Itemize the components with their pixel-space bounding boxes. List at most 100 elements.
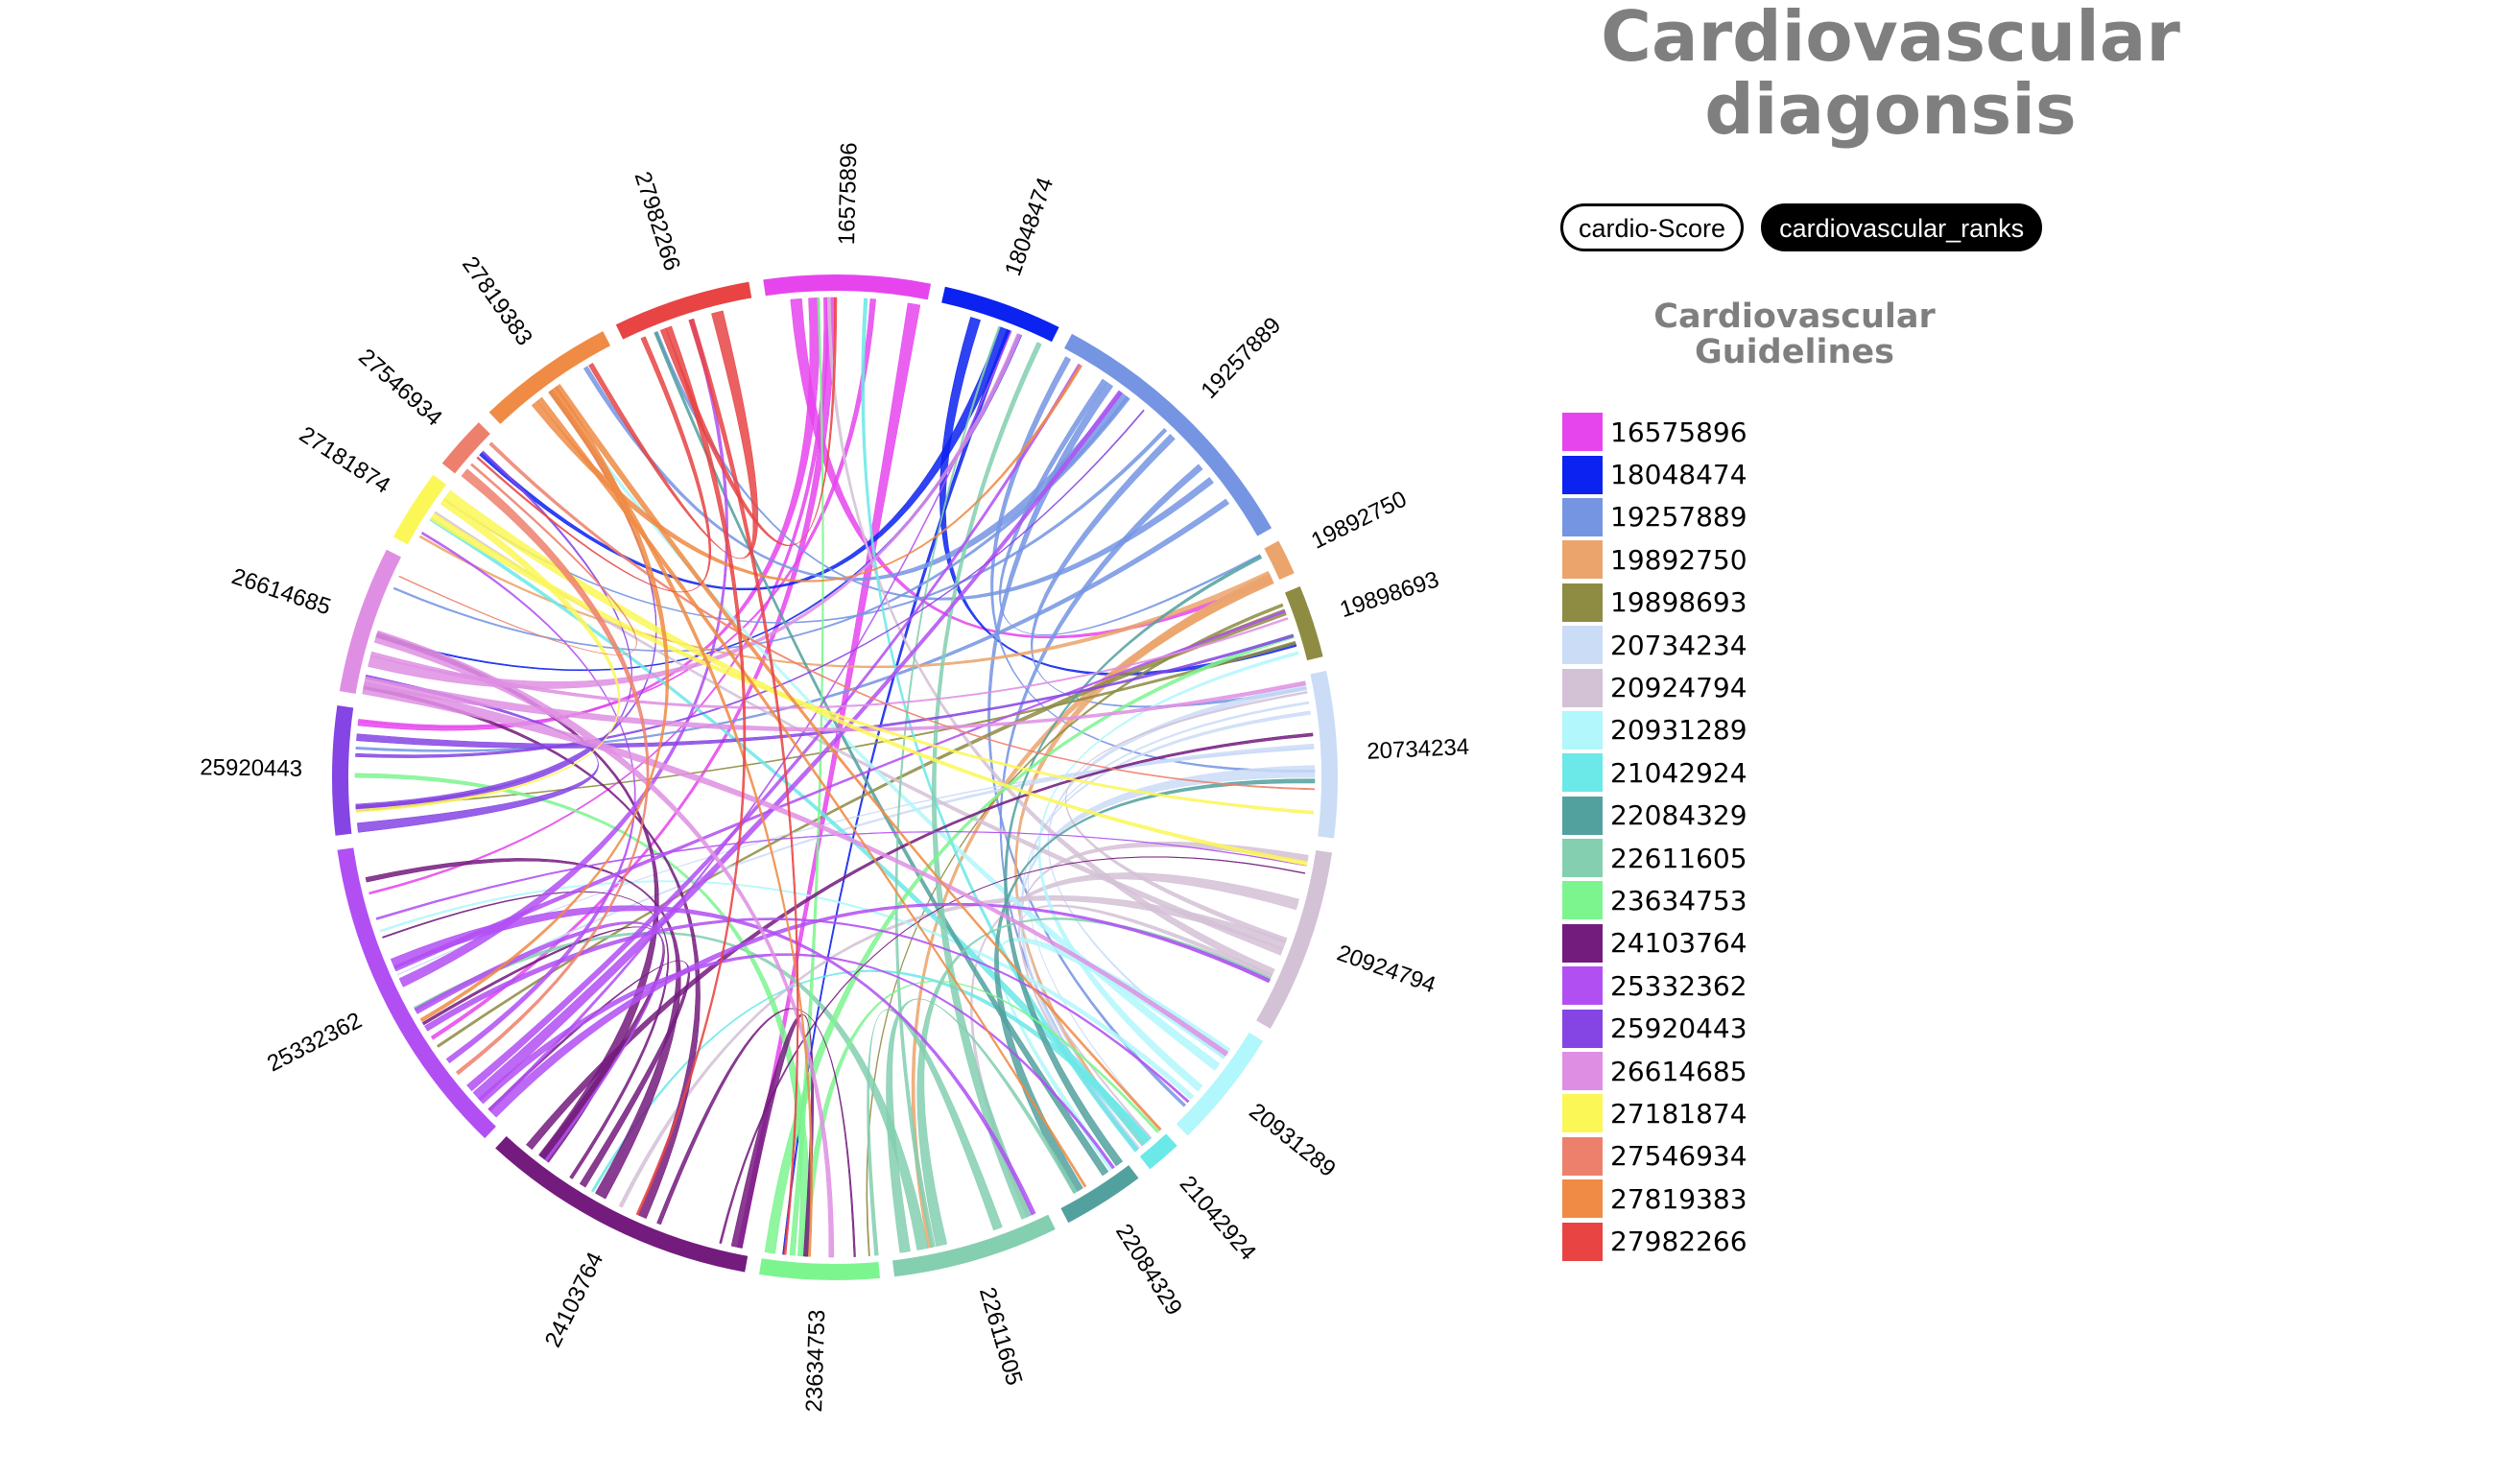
chord-ribbon bbox=[526, 732, 1314, 1151]
view-toggle-group: cardio-Score cardiovascular_ranks bbox=[1560, 203, 2043, 251]
legend-item-27819383[interactable]: 27819383 bbox=[1562, 1178, 1747, 1220]
chord-ribbon bbox=[382, 891, 670, 1179]
legend-swatch bbox=[1562, 540, 1603, 580]
group-arc-23634753[interactable] bbox=[756, 1255, 883, 1282]
chord-ribbon bbox=[466, 363, 1082, 1092]
group-arc-20931289[interactable] bbox=[1173, 1030, 1266, 1139]
legend-item-20924794[interactable]: 20924794 bbox=[1562, 666, 1747, 708]
legend-item-19257889[interactable]: 19257889 bbox=[1562, 496, 1747, 538]
legend-swatch bbox=[1562, 626, 1603, 665]
legend-item-22611605[interactable]: 22611605 bbox=[1562, 837, 1747, 879]
group-arc-24103764[interactable] bbox=[492, 1133, 750, 1274]
group-arc-20734234[interactable] bbox=[1308, 668, 1340, 841]
chord-ribbon bbox=[656, 1008, 856, 1257]
chord-ribbon bbox=[476, 336, 711, 593]
chord-ribbon bbox=[826, 297, 1275, 977]
group-label-18048474: 18048474 bbox=[1000, 175, 1058, 280]
legend-swatch bbox=[1562, 1009, 1603, 1048]
legend-item-26614685[interactable]: 26614685 bbox=[1562, 1050, 1747, 1092]
legend-label: 27982266 bbox=[1610, 1226, 1747, 1258]
group-label-20931289: 20931289 bbox=[1244, 1098, 1340, 1182]
legend-item-21042924[interactable]: 21042924 bbox=[1562, 751, 1747, 794]
group-arc-16575896[interactable] bbox=[761, 273, 934, 302]
legend-swatch bbox=[1562, 1222, 1603, 1261]
chord-ribbon bbox=[654, 331, 1109, 1177]
chord-ribbon bbox=[390, 905, 1036, 1216]
group-label-27819383: 27819383 bbox=[457, 251, 537, 350]
chord-ribbon bbox=[1037, 651, 1299, 1092]
chord-ribbon bbox=[418, 535, 1272, 669]
group-label-23634753: 23634753 bbox=[801, 1309, 830, 1413]
legend-label: 24103764 bbox=[1610, 927, 1747, 960]
legend-swatch bbox=[1562, 839, 1603, 878]
legend-item-27546934[interactable]: 27546934 bbox=[1562, 1135, 1747, 1178]
legend-item-23634753[interactable]: 23634753 bbox=[1562, 879, 1747, 921]
group-arc-21042924[interactable] bbox=[1136, 1131, 1180, 1173]
legend-label: 26614685 bbox=[1610, 1055, 1747, 1087]
legend-label: 16575896 bbox=[1610, 416, 1747, 448]
legend-item-18048474[interactable]: 18048474 bbox=[1562, 453, 1747, 495]
chord-ribbon bbox=[1065, 690, 1308, 943]
legend-item-25332362[interactable]: 25332362 bbox=[1562, 964, 1747, 1007]
legend-swatch bbox=[1562, 1052, 1603, 1091]
chord-ribbon bbox=[421, 926, 665, 1160]
legend-swatch bbox=[1562, 966, 1603, 1006]
group-label-21042924: 21042924 bbox=[1175, 1171, 1261, 1265]
group-arc-27982266[interactable] bbox=[613, 279, 754, 343]
cardiovascular-ranks-toggle[interactable]: cardiovascular_ranks bbox=[1761, 203, 2043, 251]
group-label-26614685: 26614685 bbox=[228, 563, 334, 620]
legend-item-19892750[interactable]: 19892750 bbox=[1562, 538, 1747, 581]
chord-ribbon bbox=[536, 396, 1087, 1188]
chord-ribbon bbox=[420, 531, 636, 1064]
legend-label: 22084329 bbox=[1610, 799, 1747, 832]
legend-title-line-2: Guidelines bbox=[1695, 333, 1894, 371]
group-arc-19892750[interactable] bbox=[1261, 537, 1297, 583]
legend-swatch bbox=[1562, 796, 1603, 835]
group-arc-25920443[interactable] bbox=[330, 702, 356, 839]
legend-item-24103764[interactable]: 24103764 bbox=[1562, 922, 1747, 964]
chord-ribbon bbox=[393, 609, 1286, 972]
group-arc-25332362[interactable] bbox=[335, 845, 499, 1141]
chord-ribbon bbox=[635, 325, 747, 1216]
chord-ribbon bbox=[1031, 433, 1307, 708]
group-arc-19898693[interactable] bbox=[1282, 583, 1326, 663]
chord-ribbon bbox=[987, 381, 1187, 1107]
legend-item-20734234[interactable]: 20734234 bbox=[1562, 624, 1747, 666]
legend-item-16575896[interactable]: 16575896 bbox=[1562, 411, 1747, 453]
legend-item-19898693[interactable]: 19898693 bbox=[1562, 582, 1747, 624]
legend-swatch bbox=[1562, 497, 1603, 536]
legend-label: 19257889 bbox=[1610, 501, 1747, 534]
group-arc-22084329[interactable] bbox=[1058, 1162, 1142, 1226]
chord-ribbon bbox=[436, 608, 1287, 1048]
legend-label: 20924794 bbox=[1610, 672, 1747, 704]
group-arc-20924794[interactable] bbox=[1253, 847, 1335, 1032]
group-arc-19257889[interactable] bbox=[1061, 331, 1274, 539]
chord-ribbon bbox=[866, 603, 1284, 1257]
legend-item-20931289[interactable]: 20931289 bbox=[1562, 709, 1747, 751]
legend-item-27982266[interactable]: 27982266 bbox=[1562, 1220, 1747, 1262]
legend-item-25920443[interactable]: 25920443 bbox=[1562, 1007, 1747, 1049]
group-label-27982266: 27982266 bbox=[630, 169, 685, 274]
chord-ribbon bbox=[1019, 765, 1316, 1152]
group-arc-22611605[interactable] bbox=[890, 1212, 1058, 1279]
group-arc-27546934[interactable] bbox=[439, 419, 493, 477]
chord-ribbon bbox=[730, 1013, 814, 1257]
legend-item-27181874[interactable]: 27181874 bbox=[1562, 1092, 1747, 1134]
chord-ribbon bbox=[368, 297, 830, 895]
legend-swatch bbox=[1562, 413, 1603, 452]
legend-item-22084329[interactable]: 22084329 bbox=[1562, 795, 1747, 837]
chord-ribbon bbox=[548, 389, 813, 1257]
legend-label: 18048474 bbox=[1610, 459, 1747, 491]
group-label-24103764: 24103764 bbox=[540, 1249, 609, 1352]
group-arc-27181874[interactable] bbox=[391, 471, 449, 548]
chord-ribbon bbox=[365, 858, 681, 1200]
legend-label: 19898693 bbox=[1610, 586, 1747, 619]
group-arc-26614685[interactable] bbox=[337, 546, 404, 697]
chord-ribbon bbox=[419, 386, 670, 1023]
group-arc-27819383[interactable] bbox=[486, 328, 613, 427]
chord-ribbon bbox=[801, 980, 1160, 1257]
legend-label: 27181874 bbox=[1610, 1097, 1747, 1130]
group-label-20924794: 20924794 bbox=[1334, 940, 1439, 999]
cardio-score-toggle[interactable]: cardio-Score bbox=[1560, 203, 1745, 251]
group-arc-18048474[interactable] bbox=[939, 284, 1062, 345]
